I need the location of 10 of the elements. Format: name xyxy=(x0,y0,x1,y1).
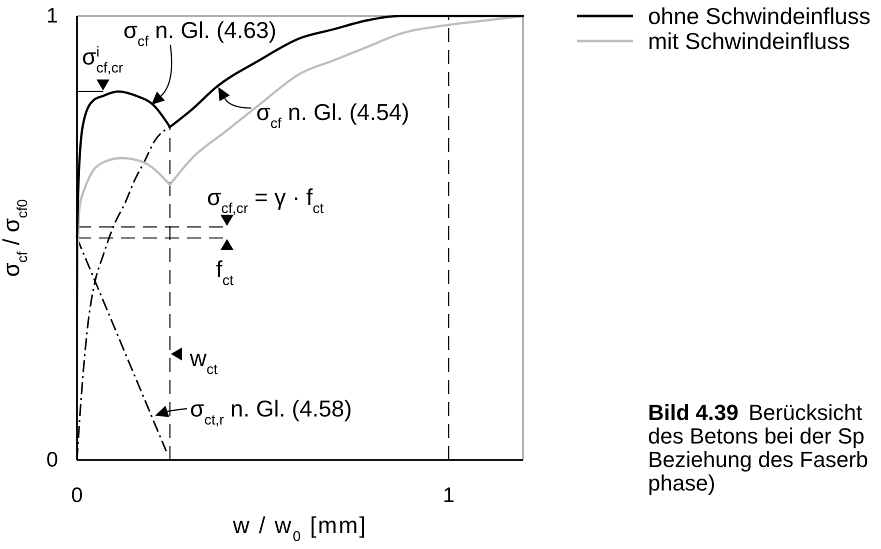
legend-label: mit Schwindeinfluss xyxy=(648,28,850,54)
annotation: σ$_{cf}$ n. Gl. (4.63) xyxy=(123,16,276,50)
annotation: σ$_{cf}$ n. Gl. (4.54) xyxy=(256,99,410,132)
x-axis-title: w / w$_{0}$ [mm] xyxy=(232,512,368,545)
annotation: σ$_{ct,r}$ n. Gl. (4.58) xyxy=(190,396,352,429)
legend-label: ohne Schwindeinfluss xyxy=(648,3,870,29)
ref-line-label: σ$_{cf,cr}$ = γ · f$_{ct}$ xyxy=(207,184,324,217)
ref-line-label: f$_{ct}$ xyxy=(216,256,234,289)
ref-line-label: w$_{ct}$ xyxy=(188,345,218,378)
text: Bild 4.39 Berücksicht des Betons bei der Sp Beziehung des Faserb phase) xyxy=(648,400,868,496)
